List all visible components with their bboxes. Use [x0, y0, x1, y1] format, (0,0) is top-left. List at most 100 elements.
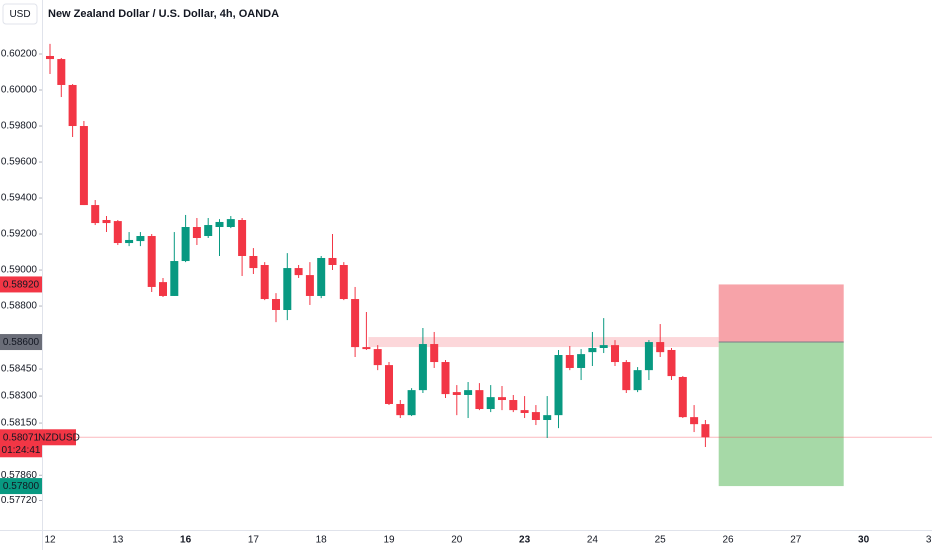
currency-button[interactable]: [2, 3, 38, 25]
stop-zone: [718, 284, 844, 343]
price-badge: [0, 334, 42, 351]
candle-body: [385, 365, 393, 404]
candle-body: [486, 397, 495, 410]
candle-body: [351, 299, 360, 348]
candle-body: [339, 265, 348, 300]
candle-body: [260, 265, 269, 300]
currency-label: USD: [9, 9, 30, 20]
candle-body: [147, 236, 156, 287]
y-tick-label: 0.57860: [1, 470, 38, 481]
x-tick-label: 24: [587, 535, 599, 546]
candle-body: [181, 227, 190, 262]
plot-area: [43, 43, 932, 487]
candle-body: [656, 342, 665, 353]
candle-body: [272, 299, 280, 311]
price-badge-label: 0.58600: [3, 337, 40, 348]
candle-body: [430, 344, 439, 363]
y-tick-label: 0.59200: [1, 229, 38, 240]
candle-body: [622, 362, 631, 391]
y-tick-label: 0.60200: [1, 49, 38, 60]
x-tick-label: 27: [790, 535, 802, 546]
candle-body: [91, 205, 100, 224]
candle-body: [678, 376, 687, 418]
candle-body: [238, 219, 247, 256]
candle-body: [249, 255, 258, 269]
candle-body: [498, 397, 506, 401]
candle-body: [204, 225, 213, 237]
candle-body: [159, 282, 167, 296]
target-zone: [718, 342, 844, 487]
y-tick-label: 0.59800: [1, 121, 38, 132]
candle-body: [113, 221, 122, 244]
candle-body: [192, 227, 201, 238]
candle-body: [125, 239, 134, 244]
candle-body: [57, 59, 66, 85]
x-tick-label: 12: [44, 535, 56, 546]
y-tick-label: 0.59400: [1, 193, 38, 204]
y-tick-label: 0.58450: [1, 364, 38, 375]
candle-body: [611, 345, 619, 363]
price-badge: [0, 276, 42, 293]
last-price-label: 0.58071: [3, 432, 40, 443]
candle-body: [317, 257, 326, 296]
candle-body: [588, 347, 597, 353]
candle-body: [599, 345, 608, 348]
x-tick-label: 30: [858, 535, 870, 546]
candle-body: [520, 410, 529, 413]
candle-body: [690, 417, 699, 425]
last-price-badge: [0, 429, 42, 458]
symbol-label: NZDUSD: [38, 432, 80, 443]
x-tick-label: 23: [519, 535, 531, 546]
x-tick-label: 26: [722, 535, 734, 546]
candle-body: [509, 400, 518, 411]
axes: 0.60200 0.60000 0.59800 0.59600 0.59400 0.592…: [0, 49, 932, 546]
y-tick-label: 0.59600: [1, 157, 38, 168]
y-tick-label: 0.59000: [1, 265, 38, 276]
candle-body: [215, 221, 224, 228]
candle-body: [577, 354, 586, 368]
price-badge: [0, 478, 42, 495]
candle-body: [373, 349, 382, 366]
candle-body: [701, 424, 710, 438]
x-tick-label: 20: [451, 535, 463, 546]
x-tick-label: 31: [926, 535, 932, 546]
chart-title: New Zealand Dollar / U.S. Dollar, 4h, OA…: [48, 8, 279, 20]
price-badge-label: 0.58920: [3, 280, 40, 291]
candle-body: [170, 261, 179, 296]
candle-body: [136, 236, 145, 242]
candle-body: [226, 219, 235, 228]
candle-body: [46, 55, 54, 60]
candle-body: [543, 415, 552, 421]
candle-body: [475, 390, 484, 410]
y-tick-label: 0.60000: [1, 85, 38, 96]
candle-body: [407, 390, 416, 416]
candle-body: [644, 342, 653, 371]
candle-body: [294, 268, 303, 276]
price-badge-label: 0.57800: [3, 481, 40, 492]
countdown-label: 01:24:41: [2, 445, 41, 456]
x-tick-label: 13: [112, 535, 124, 546]
x-tick-label: 19: [383, 535, 395, 546]
candle-body: [441, 362, 450, 395]
x-tick-label: 25: [655, 535, 667, 546]
y-tick-label: 0.57720: [1, 495, 38, 506]
candle-body: [554, 355, 563, 416]
candle-body: [452, 392, 461, 395]
candle-body: [565, 355, 574, 368]
candle-body: [102, 219, 111, 224]
resistance-zone: [368, 337, 719, 348]
candle-body: [531, 412, 540, 421]
x-tick-label: 18: [316, 535, 328, 546]
candle-body: [79, 126, 88, 206]
candle-body: [328, 257, 337, 265]
candle-body: [362, 347, 371, 350]
symbol-badge: [42, 429, 76, 446]
candle-body: [305, 275, 314, 296]
x-tick-label: 16: [180, 535, 192, 546]
y-tick-label: 0.58300: [1, 391, 38, 402]
candle-body: [667, 349, 676, 377]
candle-body: [633, 370, 642, 391]
x-tick-label: 17: [248, 535, 260, 546]
y-tick-label: 0.58150: [1, 418, 38, 429]
